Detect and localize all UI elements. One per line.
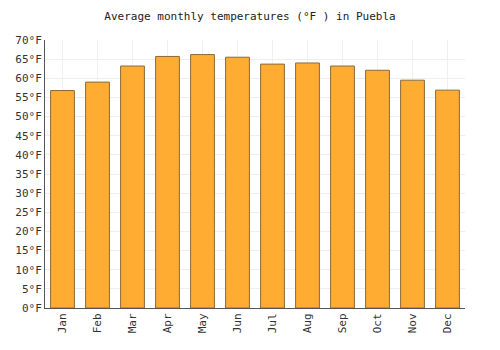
- svg-text:Dec: Dec: [441, 313, 454, 333]
- svg-text:Jan: Jan: [56, 313, 69, 333]
- svg-text:Average monthly temperatures (: Average monthly temperatures (°F ) in Pu…: [104, 10, 395, 23]
- svg-text:55°F: 55°F: [15, 91, 42, 104]
- svg-text:25°F: 25°F: [15, 206, 42, 219]
- svg-text:Oct: Oct: [371, 313, 384, 333]
- svg-text:40°F: 40°F: [15, 149, 42, 162]
- svg-text:50°F: 50°F: [15, 110, 42, 123]
- svg-text:Jun: Jun: [231, 313, 244, 333]
- svg-text:20°F: 20°F: [15, 225, 42, 238]
- svg-text:30°F: 30°F: [15, 187, 42, 200]
- svg-text:5°F: 5°F: [22, 283, 42, 296]
- svg-text:Mar: Mar: [126, 313, 139, 333]
- svg-text:0°F: 0°F: [22, 302, 42, 315]
- svg-text:45°F: 45°F: [15, 130, 42, 143]
- svg-text:10°F: 10°F: [15, 264, 42, 277]
- svg-text:15°F: 15°F: [15, 244, 42, 257]
- svg-text:Nov: Nov: [406, 313, 419, 333]
- svg-text:Apr: Apr: [161, 313, 174, 333]
- svg-text:65°F: 65°F: [15, 53, 42, 66]
- svg-text:Jul: Jul: [266, 313, 279, 333]
- svg-text:70°F: 70°F: [15, 34, 42, 47]
- svg-text:Feb: Feb: [91, 313, 104, 333]
- svg-text:Aug: Aug: [301, 313, 314, 333]
- svg-text:May: May: [196, 313, 209, 333]
- svg-text:35°F: 35°F: [15, 168, 42, 181]
- svg-text:60°F: 60°F: [15, 72, 42, 85]
- svg-text:Sep: Sep: [336, 313, 349, 333]
